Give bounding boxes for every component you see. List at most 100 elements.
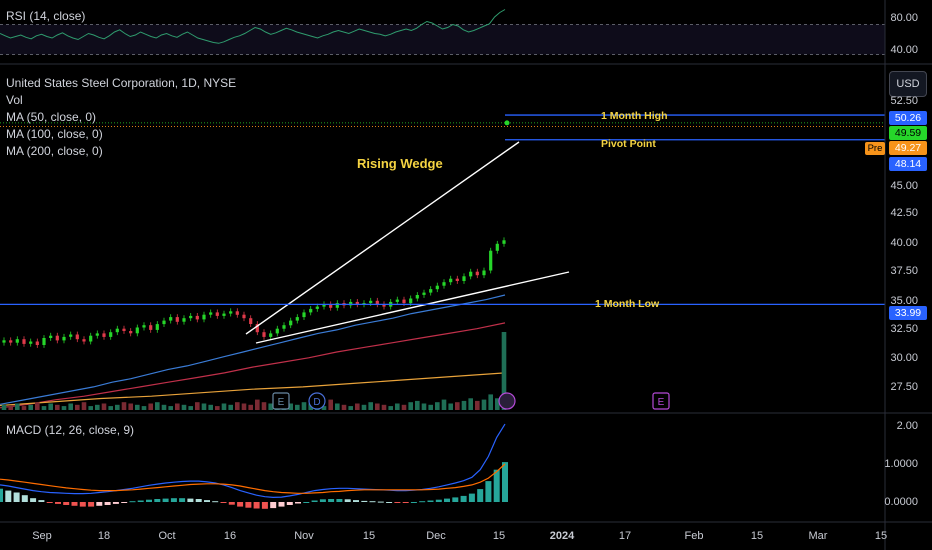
volume-bar [501, 332, 507, 410]
annotation-month-low[interactable]: 1 Month Low [595, 298, 660, 310]
wedge-upper-line[interactable] [245, 141, 520, 335]
candle[interactable] [15, 339, 19, 343]
candle[interactable] [349, 301, 353, 306]
candle[interactable] [135, 327, 139, 334]
candle[interactable] [169, 317, 173, 321]
candle[interactable] [69, 334, 73, 337]
wedge-lower-line[interactable] [255, 271, 570, 344]
macd-label[interactable]: MACD (12, 26, close, 9) [6, 423, 135, 437]
candle[interactable] [255, 324, 259, 333]
candle[interactable] [2, 340, 6, 343]
candle[interactable] [362, 303, 366, 305]
candle[interactable] [42, 338, 46, 345]
dividend-flash-icon[interactable] [498, 392, 516, 410]
candle[interactable] [315, 306, 319, 309]
candle[interactable] [329, 304, 333, 308]
candle[interactable] [462, 276, 466, 281]
candle[interactable] [102, 333, 106, 337]
candle[interactable] [82, 339, 86, 342]
candle[interactable] [309, 308, 313, 313]
candle[interactable] [302, 312, 306, 318]
candle[interactable] [482, 270, 486, 276]
candle[interactable] [409, 298, 413, 304]
candle[interactable] [402, 299, 406, 304]
candle[interactable] [9, 340, 13, 343]
candle[interactable] [35, 341, 39, 346]
candle[interactable] [49, 335, 53, 338]
candle[interactable] [242, 314, 246, 319]
legend-ma50[interactable]: MA (50, close, 0) [6, 110, 97, 124]
macd-histogram-bar [303, 502, 310, 503]
event-marker[interactable]: E [652, 392, 670, 410]
candle[interactable] [382, 304, 386, 307]
candle[interactable] [55, 335, 59, 341]
candle[interactable] [502, 240, 506, 244]
candle[interactable] [155, 324, 159, 330]
legend-ma200[interactable]: MA (200, close, 0) [6, 144, 103, 158]
annotation-pivot[interactable]: Pivot Point [601, 138, 656, 150]
candle[interactable] [249, 318, 253, 324]
candle[interactable] [449, 278, 453, 283]
candle[interactable] [122, 328, 126, 331]
candle[interactable] [215, 312, 219, 316]
candle[interactable] [275, 328, 279, 334]
rsi-label[interactable]: RSI (14, close) [6, 9, 86, 23]
rsi-line[interactable] [0, 9, 506, 44]
event-marker[interactable]: E [272, 392, 290, 410]
candle[interactable] [469, 271, 473, 277]
symbol-title[interactable]: United States Steel Corporation, 1D, NYS… [6, 76, 237, 90]
candle[interactable] [235, 311, 239, 315]
ma100-line[interactable] [0, 322, 506, 409]
candle[interactable] [489, 250, 493, 271]
candle[interactable] [129, 331, 133, 334]
candle[interactable] [295, 317, 299, 321]
legend-vol[interactable]: Vol [6, 93, 23, 107]
annotation-rising-wedge[interactable]: Rising Wedge [357, 156, 443, 171]
candle[interactable] [115, 328, 119, 333]
candle[interactable] [195, 315, 199, 320]
candle[interactable] [289, 320, 293, 326]
candle[interactable] [162, 320, 166, 325]
annotation-month-high[interactable]: 1 Month High [601, 110, 668, 122]
candle[interactable] [435, 285, 439, 290]
candle[interactable] [95, 333, 99, 336]
event-marker[interactable]: D [308, 392, 326, 410]
event-marker-label: D [313, 397, 320, 408]
candle[interactable] [62, 336, 66, 341]
candle[interactable] [182, 318, 186, 322]
candle[interactable] [209, 312, 213, 315]
candle[interactable] [75, 334, 79, 340]
candle[interactable] [22, 339, 26, 344]
ma200-line[interactable] [0, 372, 506, 407]
candle[interactable] [415, 295, 419, 299]
candle[interactable] [269, 333, 273, 337]
candle[interactable] [335, 303, 339, 308]
candle[interactable] [175, 317, 179, 322]
candle[interactable] [322, 304, 326, 307]
candle[interactable] [149, 325, 153, 330]
candle[interactable] [29, 341, 33, 344]
candle[interactable] [375, 300, 379, 305]
candle[interactable] [369, 300, 373, 304]
candle[interactable] [395, 299, 399, 302]
candle[interactable] [262, 332, 266, 337]
candle[interactable] [189, 315, 193, 319]
candle[interactable] [442, 282, 446, 286]
candle[interactable] [142, 325, 146, 328]
candle[interactable] [475, 271, 479, 276]
candle[interactable] [229, 311, 233, 314]
candle[interactable] [202, 314, 206, 320]
candle[interactable] [429, 289, 433, 293]
candle[interactable] [282, 325, 286, 329]
currency-button[interactable]: USD [889, 71, 927, 97]
legend-ma100[interactable]: MA (100, close, 0) [6, 127, 103, 141]
candle[interactable] [109, 332, 113, 337]
candle[interactable] [355, 301, 359, 305]
signal-line[interactable] [0, 463, 506, 494]
candle[interactable] [222, 313, 226, 316]
ma50-line[interactable] [0, 294, 506, 405]
candle[interactable] [495, 243, 499, 251]
candle[interactable] [89, 335, 93, 342]
candle[interactable] [422, 292, 426, 295]
candle[interactable] [455, 278, 459, 281]
